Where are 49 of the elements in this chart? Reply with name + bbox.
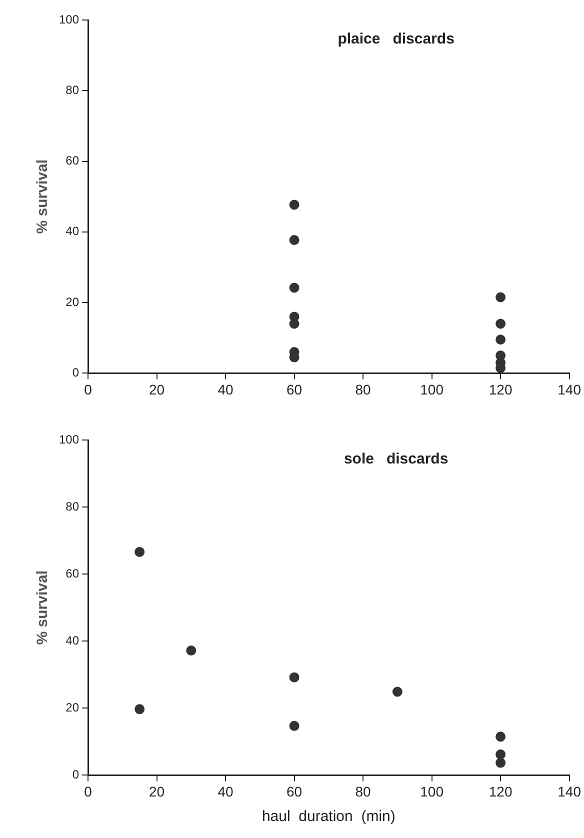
point: [496, 749, 506, 760]
x-tick-label: 40: [218, 783, 234, 800]
x-tick-label: 60: [286, 783, 302, 800]
x-tick-label: 100: [420, 783, 444, 800]
x-tick-label: 0: [84, 783, 92, 800]
y-axis-title: % survival: [34, 570, 52, 645]
y-tick-label: 40: [66, 633, 80, 648]
y-axis-title: % survival: [34, 159, 52, 234]
x-tick-label: 120: [488, 381, 512, 398]
x-tick-label: 140: [558, 783, 582, 800]
y-tick-label: 100: [58, 432, 80, 446]
x-tick-label: 20: [148, 381, 165, 398]
y-tick-label: 40: [66, 224, 80, 238]
y-tick-label: 0: [72, 768, 80, 782]
point: [496, 334, 506, 345]
x-axis-title: haul duration (min): [262, 808, 396, 826]
y-tick-label: 100: [58, 12, 80, 26]
y-tick-label: 80: [66, 499, 80, 514]
x-tick-label: 40: [218, 381, 234, 398]
x-tick-label: 0: [84, 381, 92, 398]
point: [289, 318, 300, 329]
point: [186, 646, 196, 656]
x-tick-label: 60: [286, 381, 302, 398]
y-tick-label: 80: [66, 82, 80, 97]
point: [392, 686, 402, 697]
text: plaice discards: [338, 30, 454, 48]
x-tick-label: 120: [488, 783, 512, 800]
x-tick-label: 20: [148, 783, 165, 800]
point: [496, 758, 506, 768]
y-tick-label: 60: [66, 566, 80, 580]
point: [289, 200, 300, 210]
y-tick-label: 20: [66, 294, 80, 309]
point: [496, 318, 506, 329]
point: [289, 720, 300, 731]
point: [289, 672, 300, 682]
x-tick-label: 140: [558, 381, 582, 398]
x-tick-label: 100: [420, 381, 444, 398]
y-tick-label: 60: [66, 154, 80, 168]
point: [496, 732, 506, 742]
x-tick-label: 80: [355, 783, 372, 800]
y-tick-label: 0: [72, 366, 80, 380]
point: [289, 235, 300, 246]
point: [289, 282, 300, 293]
point: [134, 546, 145, 557]
point: [496, 292, 506, 302]
y-tick-label: 20: [66, 700, 80, 714]
x-tick-label: 80: [355, 381, 372, 398]
text: sole discards: [344, 450, 448, 468]
point: [134, 704, 145, 714]
